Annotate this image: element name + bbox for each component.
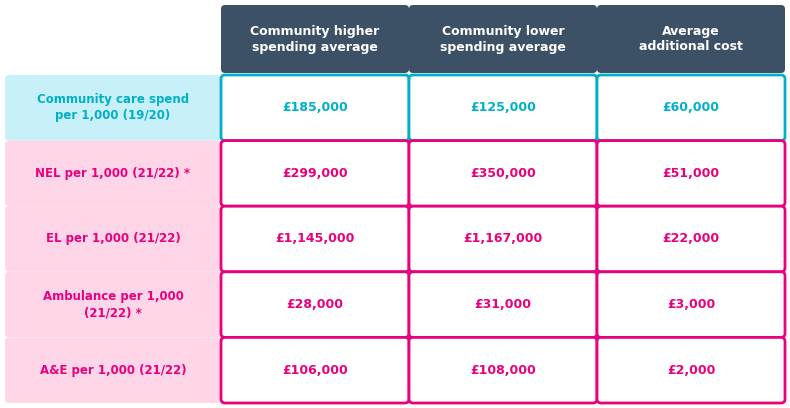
FancyBboxPatch shape <box>5 206 221 272</box>
FancyBboxPatch shape <box>409 141 597 206</box>
Text: £51,000: £51,000 <box>663 167 720 180</box>
FancyBboxPatch shape <box>221 337 409 403</box>
Text: £106,000: £106,000 <box>282 364 348 377</box>
Text: Ambulance per 1,000
(21/22) *: Ambulance per 1,000 (21/22) * <box>43 290 183 319</box>
Text: £185,000: £185,000 <box>282 101 348 114</box>
FancyBboxPatch shape <box>409 75 597 141</box>
Text: £1,167,000: £1,167,000 <box>464 233 543 246</box>
FancyBboxPatch shape <box>597 75 785 141</box>
FancyBboxPatch shape <box>597 337 785 403</box>
FancyBboxPatch shape <box>221 75 409 141</box>
Text: NEL per 1,000 (21/22) *: NEL per 1,000 (21/22) * <box>36 167 190 180</box>
Text: £28,000: £28,000 <box>287 298 344 311</box>
Text: £108,000: £108,000 <box>470 364 536 377</box>
Text: £60,000: £60,000 <box>663 101 720 114</box>
FancyBboxPatch shape <box>221 206 409 272</box>
FancyBboxPatch shape <box>409 272 597 337</box>
Text: £1,145,000: £1,145,000 <box>275 233 355 246</box>
Text: EL per 1,000 (21/22): EL per 1,000 (21/22) <box>46 233 180 246</box>
Text: A&E per 1,000 (21/22): A&E per 1,000 (21/22) <box>40 364 186 377</box>
Text: £350,000: £350,000 <box>470 167 536 180</box>
FancyBboxPatch shape <box>221 5 409 73</box>
Text: £22,000: £22,000 <box>663 233 720 246</box>
Text: Community care spend
per 1,000 (19/20): Community care spend per 1,000 (19/20) <box>37 93 189 122</box>
Text: Community higher
spending average: Community higher spending average <box>250 24 380 53</box>
Text: Community lower
spending average: Community lower spending average <box>440 24 566 53</box>
Text: £2,000: £2,000 <box>667 364 715 377</box>
FancyBboxPatch shape <box>409 206 597 272</box>
FancyBboxPatch shape <box>5 337 221 403</box>
FancyBboxPatch shape <box>597 5 785 73</box>
FancyBboxPatch shape <box>5 272 221 337</box>
FancyBboxPatch shape <box>5 75 221 141</box>
FancyBboxPatch shape <box>409 5 597 73</box>
Text: £31,000: £31,000 <box>475 298 532 311</box>
Text: Average
additional cost: Average additional cost <box>639 24 743 53</box>
FancyBboxPatch shape <box>597 141 785 206</box>
FancyBboxPatch shape <box>221 141 409 206</box>
Text: £3,000: £3,000 <box>667 298 715 311</box>
FancyBboxPatch shape <box>409 337 597 403</box>
FancyBboxPatch shape <box>5 141 221 206</box>
Text: £125,000: £125,000 <box>470 101 536 114</box>
FancyBboxPatch shape <box>221 272 409 337</box>
FancyBboxPatch shape <box>597 272 785 337</box>
FancyBboxPatch shape <box>597 206 785 272</box>
Text: £299,000: £299,000 <box>282 167 348 180</box>
